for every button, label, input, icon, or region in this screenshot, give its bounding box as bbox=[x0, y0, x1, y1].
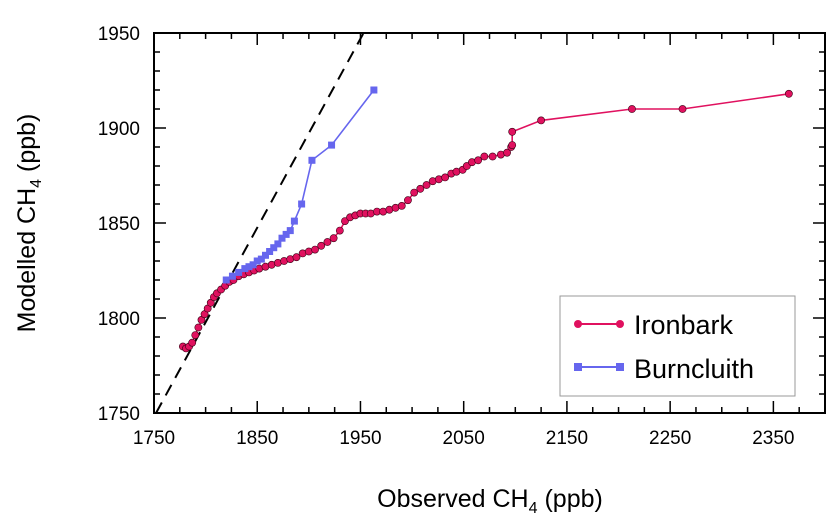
data-point-burncluith bbox=[282, 230, 290, 238]
y-axis-title: Modelled CH4 (ppb) bbox=[13, 114, 45, 333]
data-point-ironbark bbox=[329, 234, 338, 243]
data-point-ironbark bbox=[188, 338, 197, 347]
data-point-burncluith bbox=[253, 257, 261, 265]
legend-ironbark-label: Ironbark bbox=[634, 310, 734, 340]
reference-line-group bbox=[155, 33, 365, 413]
legend: Ironbark Burncluith bbox=[559, 295, 796, 397]
data-point-ironbark bbox=[292, 253, 301, 262]
legend-ironbark-marker bbox=[574, 320, 582, 328]
data-point-burncluith bbox=[286, 227, 294, 235]
data-point-ironbark bbox=[194, 323, 203, 332]
x-tick-label: 2350 bbox=[752, 428, 794, 449]
data-point-ironbark bbox=[462, 162, 471, 170]
data-point-burncluith bbox=[222, 276, 230, 284]
legend-burncluith-marker-end bbox=[616, 363, 624, 371]
x-tick-label: 2250 bbox=[649, 428, 691, 449]
x-tick-label: 1950 bbox=[339, 428, 381, 449]
data-point-burncluith bbox=[270, 244, 278, 252]
data-point-burncluith bbox=[228, 272, 236, 280]
x-tick-label: 1850 bbox=[236, 428, 278, 449]
legend-burncluith-label: Burncluith bbox=[634, 354, 754, 384]
data-point-burncluith bbox=[235, 268, 243, 276]
data-point-burncluith bbox=[278, 234, 286, 242]
series-burncluith bbox=[222, 86, 378, 284]
data-point-ironbark bbox=[784, 89, 793, 98]
data-point-burncluith bbox=[298, 200, 306, 208]
data-point-ironbark bbox=[503, 148, 511, 157]
data-point-ironbark bbox=[410, 188, 419, 197]
data-point-ironbark bbox=[488, 152, 497, 161]
data-point-ironbark bbox=[416, 184, 425, 193]
data-point-burncluith bbox=[370, 86, 378, 94]
y-tick-label: 1900 bbox=[98, 119, 140, 140]
data-point-burncluith bbox=[241, 265, 249, 273]
x-axis-title: Observed CH4 (ppb) bbox=[377, 485, 603, 517]
data-point-ironbark bbox=[480, 152, 489, 161]
data-point-burncluith bbox=[274, 240, 282, 248]
x-tick-label: 2050 bbox=[443, 428, 485, 449]
data-point-burncluith bbox=[249, 261, 257, 269]
data-point-burncluith bbox=[290, 217, 298, 225]
data-point-ironbark bbox=[341, 217, 349, 225]
data-point-burncluith bbox=[257, 255, 265, 263]
data-point-burncluith bbox=[261, 251, 269, 259]
plot-frame bbox=[153, 32, 826, 414]
data-point-ironbark bbox=[191, 331, 200, 339]
data-point-ironbark bbox=[508, 141, 517, 149]
x-tick-label: 1750 bbox=[133, 428, 175, 449]
y-tick-label: 1750 bbox=[98, 404, 140, 425]
legend-ironbark-marker-end bbox=[616, 320, 624, 328]
data-point-ironbark bbox=[311, 245, 319, 254]
x-tick-label: 2150 bbox=[546, 428, 588, 449]
y-tick-label: 1800 bbox=[98, 309, 140, 330]
y-tick-label: 1850 bbox=[98, 214, 140, 235]
data-point-ironbark bbox=[508, 127, 517, 136]
data-point-burncluith bbox=[245, 263, 253, 271]
series-group bbox=[179, 86, 793, 353]
data-point-burncluith bbox=[328, 141, 336, 149]
data-point-ironbark bbox=[678, 105, 687, 113]
data-point-burncluith bbox=[308, 156, 316, 164]
data-point-ironbark bbox=[323, 238, 332, 246]
data-point-ironbark bbox=[474, 156, 483, 165]
data-point-ironbark bbox=[441, 173, 450, 182]
data-point-ironbark bbox=[397, 201, 406, 210]
data-point-ironbark bbox=[628, 105, 636, 113]
data-point-ironbark bbox=[404, 196, 412, 205]
legend-box bbox=[559, 295, 796, 397]
data-point-burncluith bbox=[266, 248, 274, 255]
data-point-ironbark bbox=[335, 226, 344, 235]
tick-labels: 1750 1850 1950 2050 2150 2250 2350 1750 1800 1850… bbox=[98, 24, 795, 449]
data-point-ironbark bbox=[422, 181, 431, 189]
y-tick-label: 1950 bbox=[98, 24, 140, 45]
data-point-ironbark bbox=[317, 241, 326, 250]
legend-burncluith-marker bbox=[574, 363, 582, 371]
one-to-one-reference-line bbox=[155, 33, 365, 413]
data-point-ironbark bbox=[537, 116, 546, 125]
